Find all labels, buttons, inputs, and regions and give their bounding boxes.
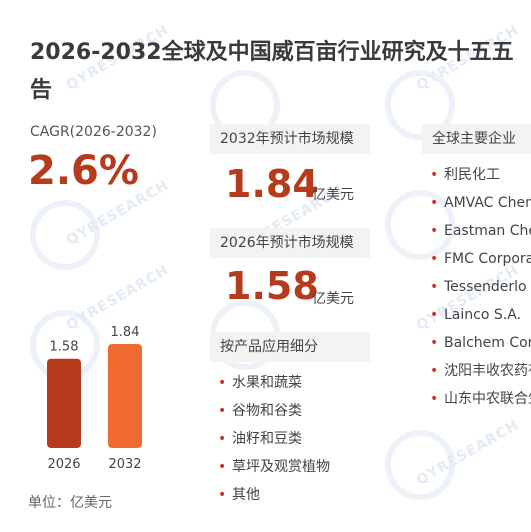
bullet-icon: • bbox=[218, 487, 227, 503]
list-item: • 沈阳丰收农药有 bbox=[430, 362, 531, 390]
company-item: Tessenderlo K bbox=[444, 279, 531, 295]
bullet-icon: • bbox=[218, 375, 227, 391]
key-companies-header: 全球主要企业 bbox=[422, 124, 531, 154]
list-item: • 山东中农联合生 bbox=[430, 390, 531, 418]
company-item: Balchem Corp bbox=[444, 335, 531, 351]
list-item: • 其他 bbox=[218, 486, 330, 514]
cagr-label: CAGR(2026-2032) bbox=[30, 124, 157, 140]
bar-value-label: 1.84 bbox=[111, 325, 140, 340]
bullet-icon: • bbox=[430, 251, 439, 267]
company-list: • 利民化工 • AMVAC Chem • Eastman Che • FMC Corp… bbox=[430, 166, 531, 418]
bullet-icon: • bbox=[218, 403, 227, 419]
list-item: • Balchem Corp bbox=[430, 334, 531, 362]
bullet-icon: • bbox=[430, 307, 439, 323]
application-item: 谷物和谷类 bbox=[232, 403, 302, 419]
market-2026-unit: 亿美元 bbox=[312, 291, 354, 307]
company-item: AMVAC Chem bbox=[444, 195, 531, 211]
report-title-line2: 告 bbox=[30, 78, 53, 103]
bullet-icon: • bbox=[430, 195, 439, 211]
company-item: 沈阳丰收农药有 bbox=[444, 363, 531, 379]
company-item: Lainco S.A. bbox=[444, 307, 521, 323]
bar-category-label: 2032 bbox=[108, 457, 141, 472]
application-item: 水果和蔬菜 bbox=[232, 375, 302, 391]
list-item: • Tessenderlo K bbox=[430, 278, 531, 306]
chart-unit-label: 单位：亿美元 bbox=[28, 495, 112, 511]
bullet-icon: • bbox=[218, 431, 227, 447]
application-segment-header: 按产品应用细分 bbox=[210, 332, 370, 362]
bullet-icon: • bbox=[218, 459, 227, 475]
company-item: 山东中农联合生 bbox=[444, 391, 531, 407]
report-title: 2026-2032全球及中国威百亩行业研究及十五五 告 bbox=[30, 34, 531, 110]
list-item: • 草坪及观赏植物 bbox=[218, 458, 330, 486]
bullet-icon: • bbox=[430, 279, 439, 295]
market-2032-unit: 亿美元 bbox=[312, 187, 354, 203]
watermark-logo bbox=[385, 70, 455, 140]
application-item: 草坪及观赏植物 bbox=[232, 459, 330, 475]
bar-chart-svg: 1.58 2026 1.84 2032 bbox=[47, 325, 142, 472]
bar-category-label: 2026 bbox=[47, 457, 80, 472]
bullet-icon: • bbox=[430, 363, 439, 379]
list-item: • FMC Corpora bbox=[430, 250, 531, 278]
market-2032-label: 2032年预计市场规模 bbox=[210, 124, 370, 154]
bullet-icon: • bbox=[430, 167, 439, 183]
cagr-value: 2.6% bbox=[28, 148, 139, 194]
list-item: • 谷物和谷类 bbox=[218, 402, 330, 430]
list-item: • Lainco S.A. bbox=[430, 306, 531, 334]
list-item: • 利民化工 bbox=[430, 166, 531, 194]
watermark-logo bbox=[385, 190, 455, 260]
report-title-line1: 2026-2032全球及中国威百亩行业研究及十五五 bbox=[30, 40, 514, 65]
bar-2026 bbox=[47, 358, 81, 448]
bar-2032 bbox=[108, 344, 142, 448]
market-2026-value: 1.58 bbox=[225, 264, 319, 308]
company-item: 利民化工 bbox=[444, 167, 500, 183]
list-item: • 水果和蔬菜 bbox=[218, 374, 330, 402]
application-item: 油籽和豆类 bbox=[232, 431, 302, 447]
bar-value-label: 1.58 bbox=[50, 340, 79, 355]
market-2026-label: 2026年预计市场规模 bbox=[210, 228, 370, 258]
bullet-icon: • bbox=[430, 335, 439, 351]
watermark-logo bbox=[30, 200, 100, 270]
company-item: Eastman Che bbox=[444, 223, 531, 239]
application-item: 其他 bbox=[232, 487, 260, 503]
application-list: • 水果和蔬菜 • 谷物和谷类 • 油籽和豆类 • 草坪及观赏植物 • 其他 bbox=[218, 374, 330, 514]
watermark-logo bbox=[385, 430, 455, 500]
market-2032-value: 1.84 bbox=[225, 162, 319, 206]
market-size-bar-chart: 1.58 2026 1.84 2032 bbox=[20, 320, 190, 480]
list-item: • 油籽和豆类 bbox=[218, 430, 330, 458]
company-item: FMC Corpora bbox=[444, 251, 531, 267]
bullet-icon: • bbox=[430, 223, 439, 239]
list-item: • AMVAC Chem bbox=[430, 194, 531, 222]
list-item: • Eastman Che bbox=[430, 222, 531, 250]
bullet-icon: • bbox=[430, 391, 439, 407]
